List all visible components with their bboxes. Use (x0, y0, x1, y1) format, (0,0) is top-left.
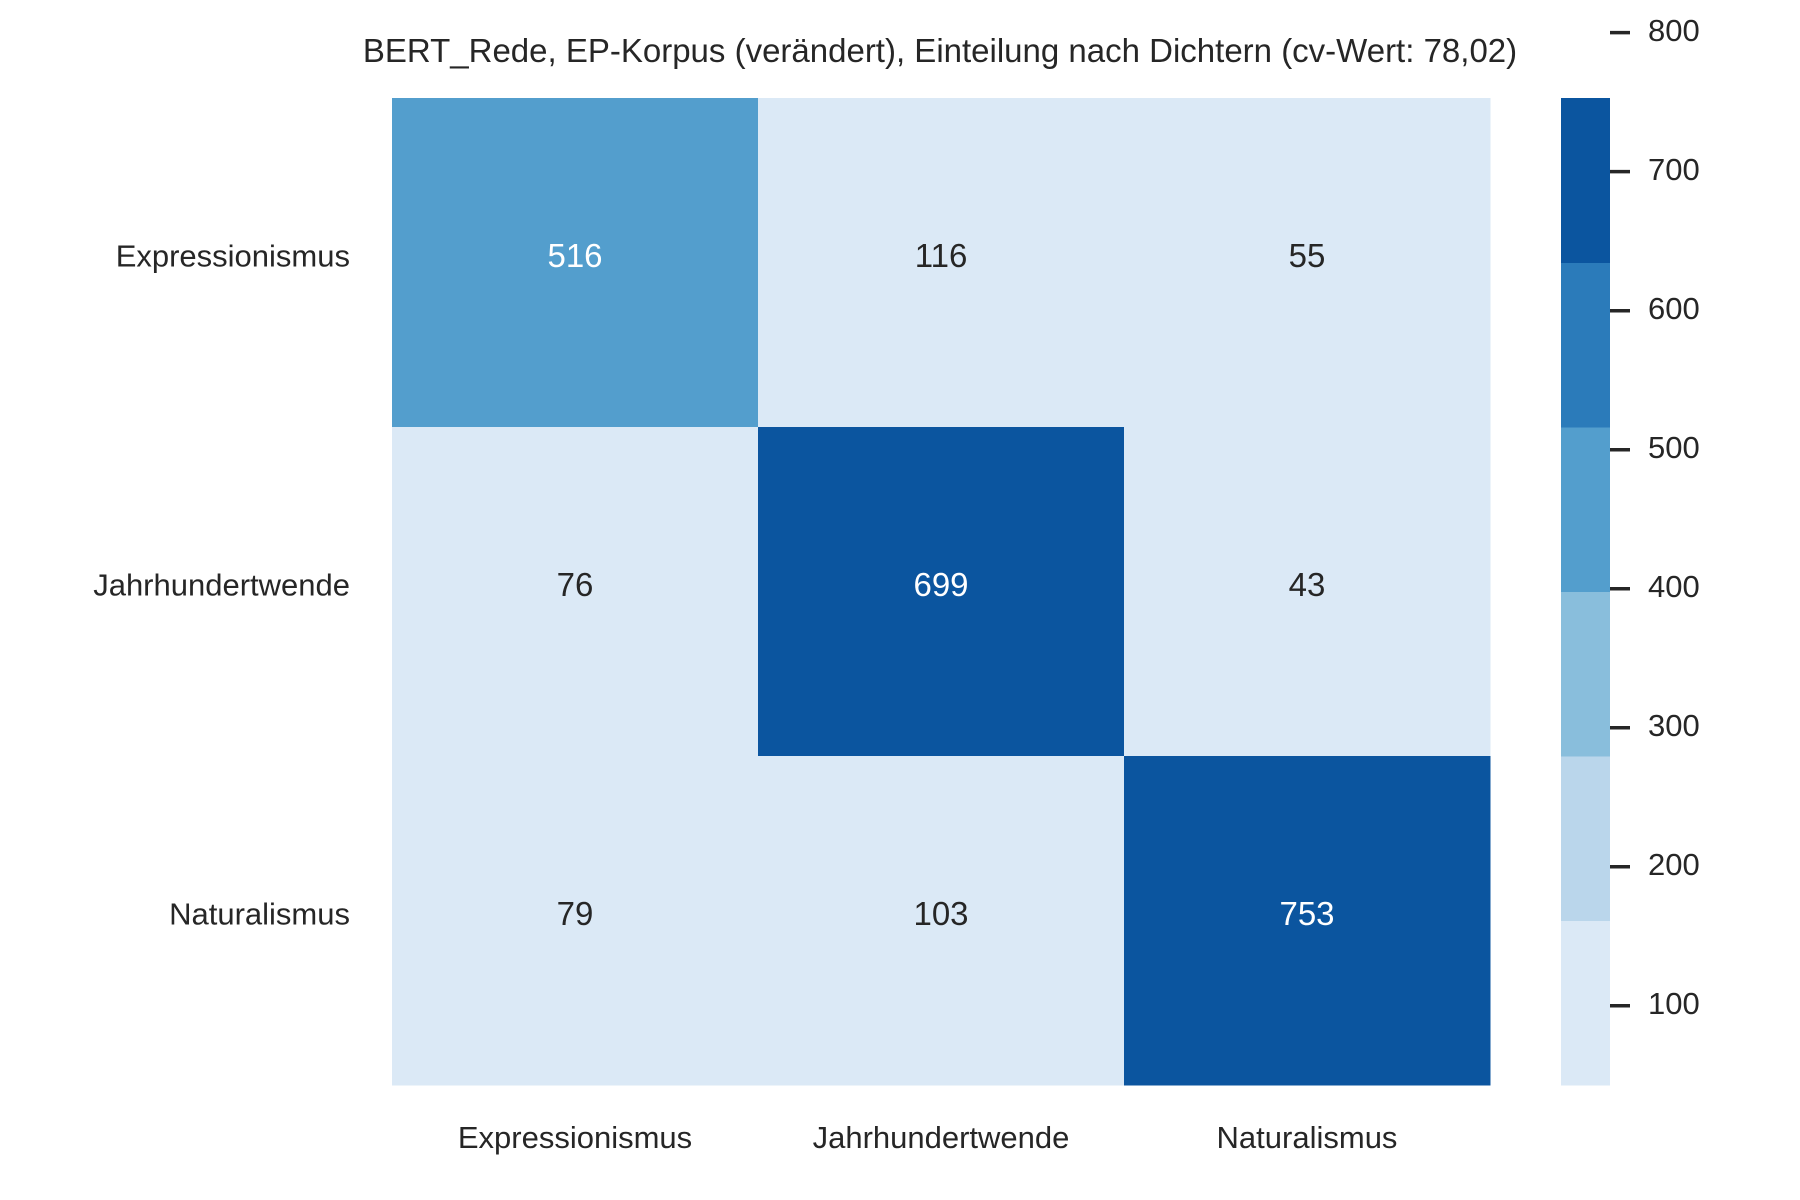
colorbar-tick-label: 300 (1648, 708, 1700, 743)
cell-value-label: 103 (913, 895, 968, 932)
colorbar-segment (1561, 427, 1610, 592)
cell-value-label: 753 (1279, 895, 1334, 932)
heatmap-cell (1124, 427, 1491, 757)
y-tick-labels: Expressionismus Jahrhundertwende Naturalis… (93, 239, 350, 932)
colorbar-tick-label: 700 (1648, 152, 1700, 187)
colorbar-tick-label: 400 (1648, 569, 1700, 604)
colorbar-segment (1561, 756, 1610, 921)
heatmap-cell (758, 756, 1125, 1086)
colorbar-tick-label: 100 (1648, 986, 1700, 1021)
cell-value-label: 79 (557, 895, 594, 932)
heatmap-cell (392, 98, 759, 428)
x-tick-label: Naturalismus (1217, 1120, 1398, 1155)
colorbar-tick-label: 800 (1648, 13, 1700, 48)
colorbar-tick-label: 500 (1648, 430, 1700, 465)
colorbar-segment (1561, 920, 1610, 1086)
colorbar-tick-label: 200 (1648, 847, 1700, 882)
heatmap-cell (758, 98, 1125, 428)
x-tick-label: Jahrhundertwende (813, 1120, 1070, 1155)
heatmap-cell (1124, 756, 1491, 1086)
x-tick-label: Expressionismus (458, 1120, 692, 1155)
cell-value-label: 43 (1289, 566, 1326, 603)
colorbar-segment (1561, 98, 1610, 263)
cell-value-label: 116 (915, 237, 968, 274)
y-tick-label: Expressionismus (116, 239, 350, 274)
colorbar-segment (1561, 262, 1610, 428)
x-tick-labels: Expressionismus Jahrhundertwende Naturalis… (458, 1120, 1398, 1155)
heatmap-cells: 516 116 55 76 699 43 79 103 753 (392, 98, 1491, 1086)
colorbar-tick-label: 600 (1648, 291, 1700, 326)
heatmap-cell (392, 427, 759, 757)
heatmap-cell (392, 756, 759, 1086)
heatmap-cell (1124, 98, 1491, 428)
y-tick-label: Jahrhundertwende (93, 568, 350, 603)
y-tick-label: Naturalismus (169, 897, 350, 932)
cell-value-label: 55 (1289, 237, 1326, 274)
cell-value-label: 516 (547, 237, 602, 274)
chart-title: BERT_Rede, EP-Korpus (verändert), Eintei… (363, 32, 1517, 69)
heatmap-cell (758, 427, 1125, 757)
colorbar-segment (1561, 591, 1610, 757)
cell-value-label: 699 (913, 566, 968, 603)
cell-value-label: 76 (557, 566, 594, 603)
colorbar: 100 200 300 400 500 600 700 800 (1561, 13, 1700, 1086)
